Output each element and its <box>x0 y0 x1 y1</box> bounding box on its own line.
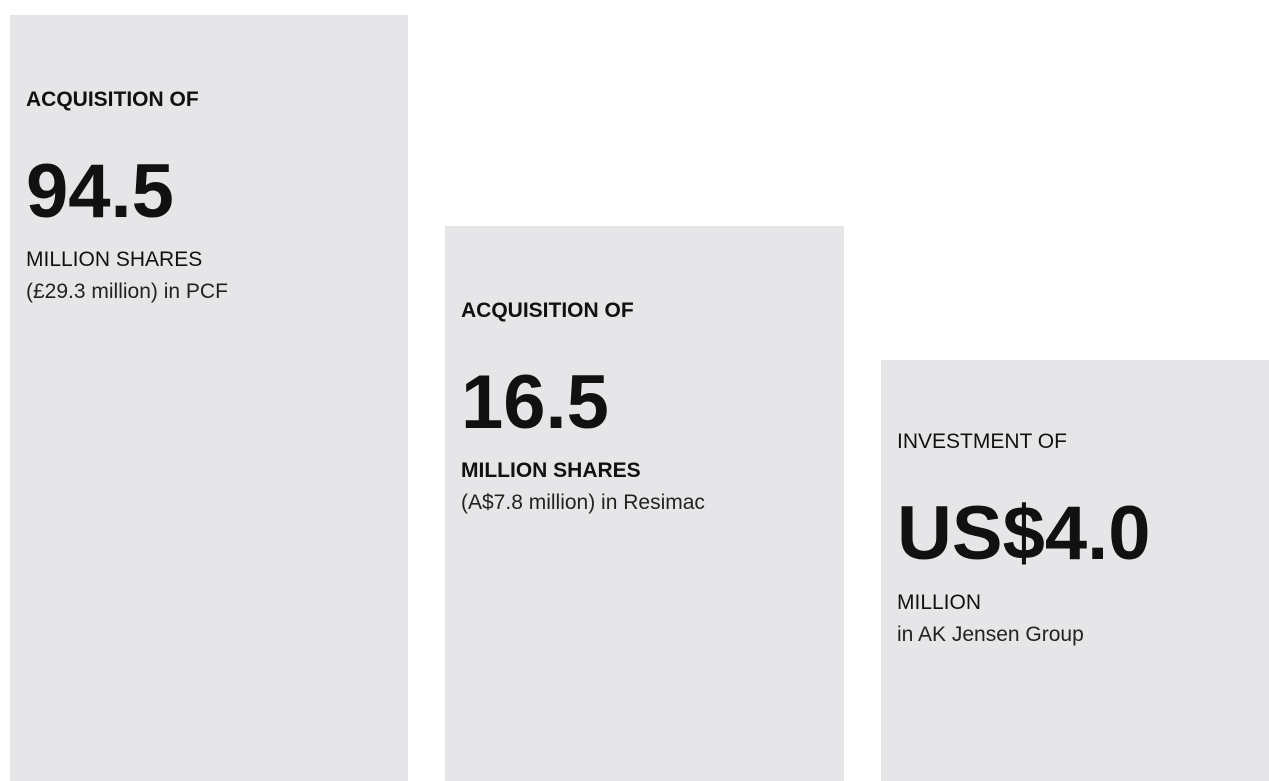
card-label: ACQUISITION OF <box>461 299 634 322</box>
card-unit: MILLION SHARES <box>461 459 641 482</box>
card-unit: MILLION SHARES <box>26 248 203 271</box>
card-figure: 16.5 <box>461 360 609 445</box>
stat-card: INVESTMENT OF US$4.0 MILLION in AK Jense… <box>881 360 1269 781</box>
card-figure: 94.5 <box>26 149 174 234</box>
card-detail: (A$7.8 million) in Resimac <box>461 491 705 514</box>
card-unit: MILLION <box>897 591 982 614</box>
card-detail: in AK Jensen Group <box>897 623 1084 646</box>
card-figure: US$4.0 <box>897 491 1151 576</box>
card-label: ACQUISITION OF <box>26 88 199 111</box>
card-detail: (£29.3 million) in PCF <box>26 280 228 303</box>
stat-card: ACQUISITION OF 16.5 MILLION SHARES (A$7.… <box>445 226 844 781</box>
card-label: INVESTMENT OF <box>897 430 1067 453</box>
stat-card: ACQUISITION OF 94.5 MILLION SHARES (£29.… <box>10 15 408 781</box>
